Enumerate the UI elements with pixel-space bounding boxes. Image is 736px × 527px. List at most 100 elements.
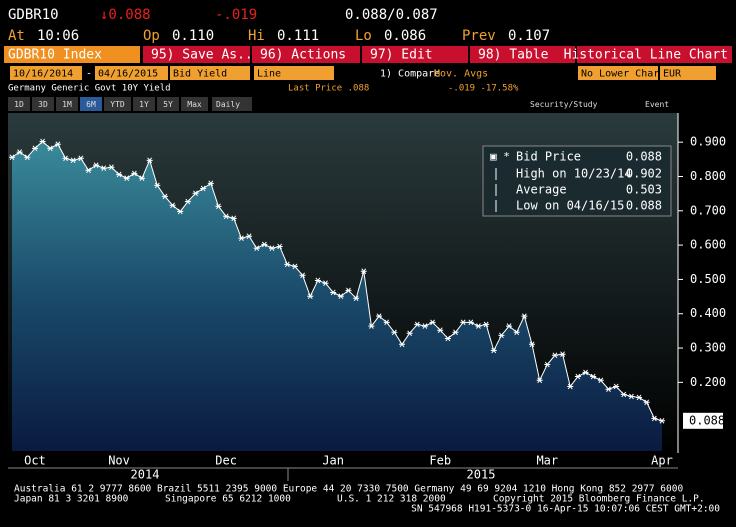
period-box[interactable] [212, 97, 252, 111]
toolbar-button-label[interactable]: 97) Edit [370, 48, 433, 63]
quote-label: Lo [355, 28, 372, 44]
studies[interactable]: Mov. Avgs [434, 69, 488, 80]
marker [146, 157, 153, 164]
x-tick-label: Apr [651, 454, 673, 468]
info-change: -.019 -17.58% [448, 84, 519, 94]
area [12, 141, 662, 452]
start-date-box[interactable] [10, 66, 82, 80]
tool-button[interactable]: Event [645, 100, 669, 109]
range-label[interactable]: 6M [86, 100, 96, 109]
lower-chart-box[interactable] [578, 66, 658, 80]
marker [529, 341, 535, 348]
y-tick-label: 0.400 [690, 306, 726, 320]
toolbar-button[interactable] [143, 46, 250, 63]
marker [192, 190, 199, 197]
legend-label: Average [516, 183, 567, 197]
toolbar-button[interactable] [252, 46, 360, 63]
quote-value: 10:06 [37, 28, 79, 44]
lower-chart[interactable]: No Lower Chart [581, 69, 665, 80]
marker [123, 175, 130, 182]
range-label[interactable]: YTD [110, 100, 125, 109]
footer-text: SN 547968 H191-5373-0 16-Apr-15 10:07:06… [411, 504, 720, 515]
toolbar-button[interactable] [362, 46, 468, 63]
range-label[interactable]: Max [187, 100, 202, 109]
range-button[interactable] [104, 97, 131, 111]
range-label[interactable]: 1M [62, 100, 72, 109]
legend [482, 145, 672, 217]
toolbar-button-label[interactable]: 98) Table [478, 48, 549, 63]
quote-value: 0.086 [384, 28, 426, 44]
chart-style-box[interactable] [254, 66, 334, 80]
marker [154, 182, 161, 189]
end-date[interactable]: 04/16/2015 [98, 69, 158, 80]
view-title: Historical Line Chart [564, 48, 728, 63]
range-button[interactable] [8, 97, 30, 111]
quote-value: 0.111 [277, 28, 319, 44]
marker [414, 321, 421, 328]
range-button[interactable] [181, 97, 208, 111]
marker [643, 399, 650, 406]
marker [399, 341, 405, 348]
currency-box[interactable] [660, 66, 716, 80]
start-date[interactable]: 10/16/2014 [13, 69, 73, 80]
legend-value: 0.088 [626, 199, 662, 213]
marker [513, 329, 520, 336]
marker [506, 323, 513, 329]
ticker: GDBR10 [8, 7, 59, 23]
marker [207, 180, 214, 187]
year-label: 2014 [131, 468, 160, 482]
range-button[interactable] [157, 97, 179, 111]
legend-icon: ▣ * [490, 150, 510, 163]
quote-label: At [8, 28, 25, 44]
marker [360, 268, 367, 275]
legend-label: Bid Price [516, 150, 581, 164]
range-button[interactable] [133, 97, 155, 111]
range-button[interactable] [56, 97, 78, 111]
toolbar-button-label[interactable]: 95) Save As... [151, 48, 261, 63]
range-label[interactable]: 5Y [163, 100, 173, 109]
marker [521, 313, 528, 319]
period[interactable]: Daily [216, 100, 240, 109]
range-button[interactable] [32, 97, 54, 111]
end-date-box[interactable] [95, 66, 168, 80]
range-button[interactable] [80, 97, 102, 111]
tool-button[interactable]: Security/Study [530, 100, 598, 109]
toolbar-button[interactable] [470, 46, 575, 63]
marker [246, 233, 253, 240]
marker [131, 170, 138, 177]
marker [452, 329, 459, 336]
marker [93, 162, 100, 168]
last-price: ↓0.088 [100, 7, 151, 23]
range-label[interactable]: 3D [38, 100, 48, 109]
marker [582, 369, 589, 376]
range-label[interactable]: 1D [14, 100, 24, 109]
marker [85, 167, 92, 174]
marker [551, 352, 558, 359]
marker [437, 327, 444, 334]
range-label[interactable]: 1Y [139, 100, 149, 109]
marker [223, 213, 230, 220]
marker [559, 351, 566, 358]
legend-label: High on 10/23/14 [516, 167, 632, 181]
field[interactable]: Bid Yield [173, 69, 227, 80]
currency[interactable]: EUR [663, 69, 682, 80]
marker [177, 208, 184, 215]
marker [24, 154, 31, 161]
marker [353, 295, 360, 302]
marker [215, 203, 222, 210]
marker [16, 149, 23, 155]
marker [498, 332, 505, 339]
compare[interactable]: 1) Compare [380, 69, 440, 80]
marker [184, 198, 191, 205]
chart-style[interactable]: Line [257, 69, 281, 80]
marker [314, 277, 321, 284]
legend-value: 0.902 [626, 167, 662, 181]
marker [475, 323, 482, 329]
legend-value: 0.503 [626, 183, 662, 197]
marker [200, 185, 207, 192]
field-box[interactable] [170, 66, 250, 80]
marker [253, 245, 260, 252]
x-tick-label: Oct [24, 454, 46, 468]
toolbar-button-label[interactable]: 96) Actions [260, 48, 346, 63]
y-tick-label: 0.500 [690, 272, 726, 286]
